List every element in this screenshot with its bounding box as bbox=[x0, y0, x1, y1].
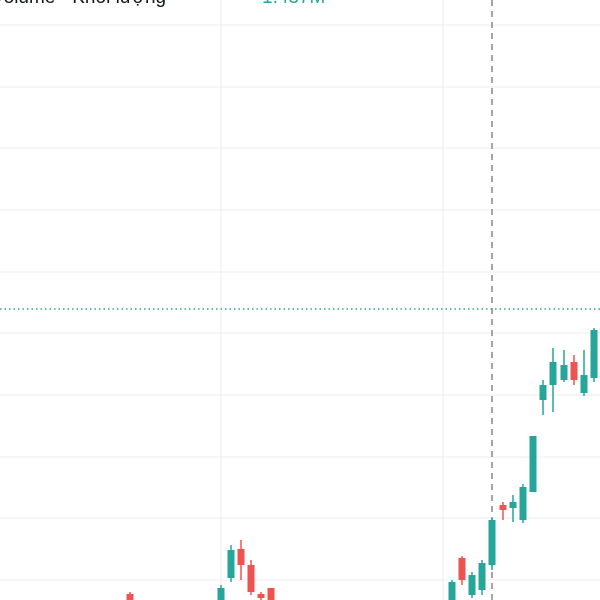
candle-body bbox=[499, 505, 507, 510]
candle-body bbox=[126, 594, 134, 600]
candle-body bbox=[580, 375, 588, 393]
candle-body bbox=[217, 588, 225, 600]
candle-body bbox=[539, 385, 547, 400]
candle-body bbox=[448, 582, 456, 600]
candle-body bbox=[468, 575, 476, 595]
candle-body bbox=[458, 558, 466, 580]
candle-body bbox=[237, 549, 245, 565]
candle-body bbox=[519, 487, 527, 520]
candle-body bbox=[247, 565, 255, 592]
candle-body bbox=[529, 436, 537, 492]
candle-body bbox=[590, 330, 598, 378]
candle-body bbox=[227, 550, 235, 578]
candle-body bbox=[549, 362, 557, 385]
legend-value: 1.437M bbox=[262, 0, 325, 8]
legend-label: Volume · Khối lượng bbox=[0, 0, 166, 8]
candle-body bbox=[267, 588, 275, 600]
candle-body bbox=[509, 502, 517, 508]
candle-body bbox=[478, 563, 486, 590]
candle-body bbox=[570, 362, 578, 380]
candle-body bbox=[560, 365, 568, 380]
candle-body bbox=[257, 594, 265, 598]
candle-body bbox=[488, 520, 496, 565]
